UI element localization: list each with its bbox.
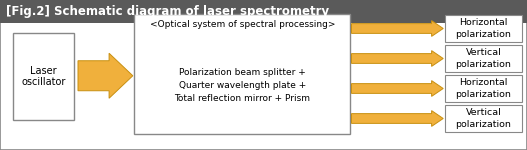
FancyBboxPatch shape — [445, 75, 522, 102]
Polygon shape — [78, 53, 133, 98]
Text: Horizontal
polarization: Horizontal polarization — [455, 18, 512, 39]
Text: [Fig.2] Schematic diagram of laser spectrometry: [Fig.2] Schematic diagram of laser spect… — [6, 5, 329, 18]
Polygon shape — [352, 21, 443, 36]
FancyBboxPatch shape — [0, 0, 527, 23]
FancyBboxPatch shape — [445, 15, 522, 42]
Text: Laser
oscillator: Laser oscillator — [21, 66, 66, 87]
Text: Vertical
polarization: Vertical polarization — [455, 108, 512, 129]
FancyBboxPatch shape — [134, 14, 350, 134]
Polygon shape — [352, 81, 443, 96]
Polygon shape — [352, 51, 443, 66]
Text: <Optical system of spectral processing>: <Optical system of spectral processing> — [150, 20, 335, 29]
Text: Horizontal
polarization: Horizontal polarization — [455, 78, 512, 99]
Text: Polarization beam splitter +
Quarter wavelength plate +
Total reflection mirror : Polarization beam splitter + Quarter wav… — [174, 68, 310, 103]
FancyBboxPatch shape — [445, 45, 522, 72]
Text: Vertical
polarization: Vertical polarization — [455, 48, 512, 69]
Polygon shape — [352, 111, 443, 126]
FancyBboxPatch shape — [13, 33, 74, 120]
FancyBboxPatch shape — [445, 105, 522, 132]
